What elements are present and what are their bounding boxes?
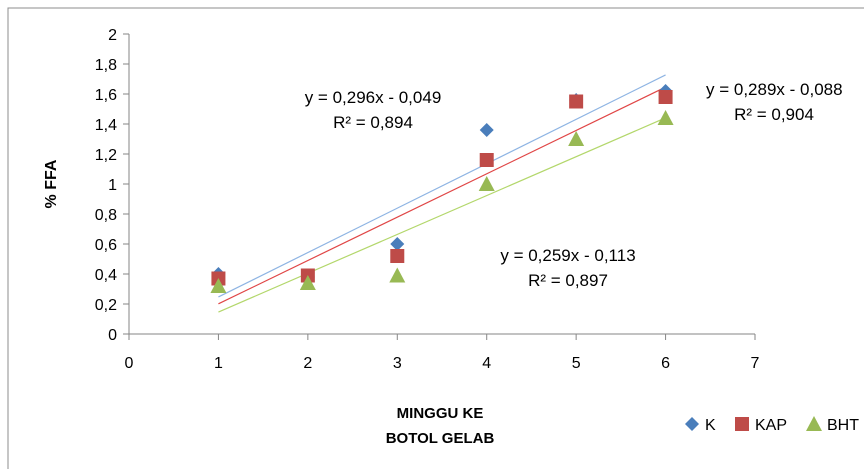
y-tick-label: 1,2 bbox=[95, 147, 117, 164]
equation-k: y = 0,296x - 0,049 bbox=[305, 88, 442, 107]
y-tick-label: 1 bbox=[108, 177, 117, 194]
legend-marker-k bbox=[685, 417, 699, 431]
x-tick-label: 7 bbox=[751, 355, 760, 372]
x-tick-label: 0 bbox=[125, 355, 134, 372]
point-kap bbox=[479, 153, 494, 167]
x-axis-label-line-1: MINGGU KE bbox=[397, 405, 484, 422]
chart-border bbox=[7, 7, 864, 469]
point-bht bbox=[210, 278, 227, 293]
x-axis: 0 1 2 3 4 5 6 7 bbox=[125, 333, 760, 372]
y-tick-label: 0,4 bbox=[95, 267, 117, 284]
data-points bbox=[210, 84, 674, 293]
x-tick-label: 6 bbox=[661, 355, 670, 372]
point-kap bbox=[569, 94, 584, 109]
legend: K KAP BHT bbox=[685, 416, 859, 434]
x-axis-label-line-2: BOTOL GELAB bbox=[386, 430, 495, 447]
equation-bht: y = 0,259x - 0,113 bbox=[500, 246, 635, 265]
legend-marker-kap bbox=[735, 417, 749, 431]
point-k bbox=[390, 237, 405, 251]
y-tick-label: 0,8 bbox=[95, 207, 117, 224]
point-bht bbox=[568, 131, 585, 146]
y-axis: 0 0,2 0,4 0,6 0,8 1 1,2 1,4 1,6 1,8 2 bbox=[95, 27, 130, 344]
x-tick-label: 1 bbox=[214, 355, 223, 372]
point-k bbox=[479, 123, 494, 137]
x-tick-label: 2 bbox=[303, 355, 312, 372]
y-tick-label: 1,8 bbox=[95, 57, 117, 74]
x-tick-label: 4 bbox=[482, 355, 491, 372]
point-bht bbox=[657, 110, 674, 125]
point-kap bbox=[658, 90, 673, 104]
y-tick-label: 1,6 bbox=[95, 87, 117, 104]
point-bht bbox=[478, 176, 495, 191]
r2-k: R² = 0,894 bbox=[333, 113, 413, 132]
y-tick-label: 1,4 bbox=[95, 117, 117, 134]
legend-label-k: K bbox=[705, 417, 716, 434]
point-bht bbox=[389, 267, 406, 283]
legend-label-bht: BHT bbox=[827, 417, 859, 434]
legend-label-kap: KAP bbox=[755, 417, 787, 434]
legend-marker-bht bbox=[806, 416, 822, 431]
y-tick-label: 0 bbox=[108, 327, 117, 344]
point-kap bbox=[390, 249, 405, 263]
r2-kap: R² = 0,904 bbox=[734, 105, 814, 124]
r2-bht: R² = 0,897 bbox=[528, 271, 608, 290]
equation-kap: y = 0,289x - 0,088 bbox=[706, 80, 843, 99]
trendlines bbox=[218, 74, 666, 313]
point-bht bbox=[299, 275, 316, 290]
x-tick-label: 3 bbox=[393, 355, 402, 372]
y-tick-label: 2 bbox=[108, 27, 117, 44]
trendline-kap bbox=[218, 86, 666, 305]
y-tick-label: 0,2 bbox=[95, 297, 117, 314]
y-axis-label: % FFA bbox=[43, 159, 60, 208]
y-tick-label: 0,6 bbox=[95, 237, 117, 254]
trendline-k bbox=[218, 74, 666, 298]
trendline-bht bbox=[218, 117, 666, 313]
x-tick-label: 5 bbox=[572, 355, 581, 372]
